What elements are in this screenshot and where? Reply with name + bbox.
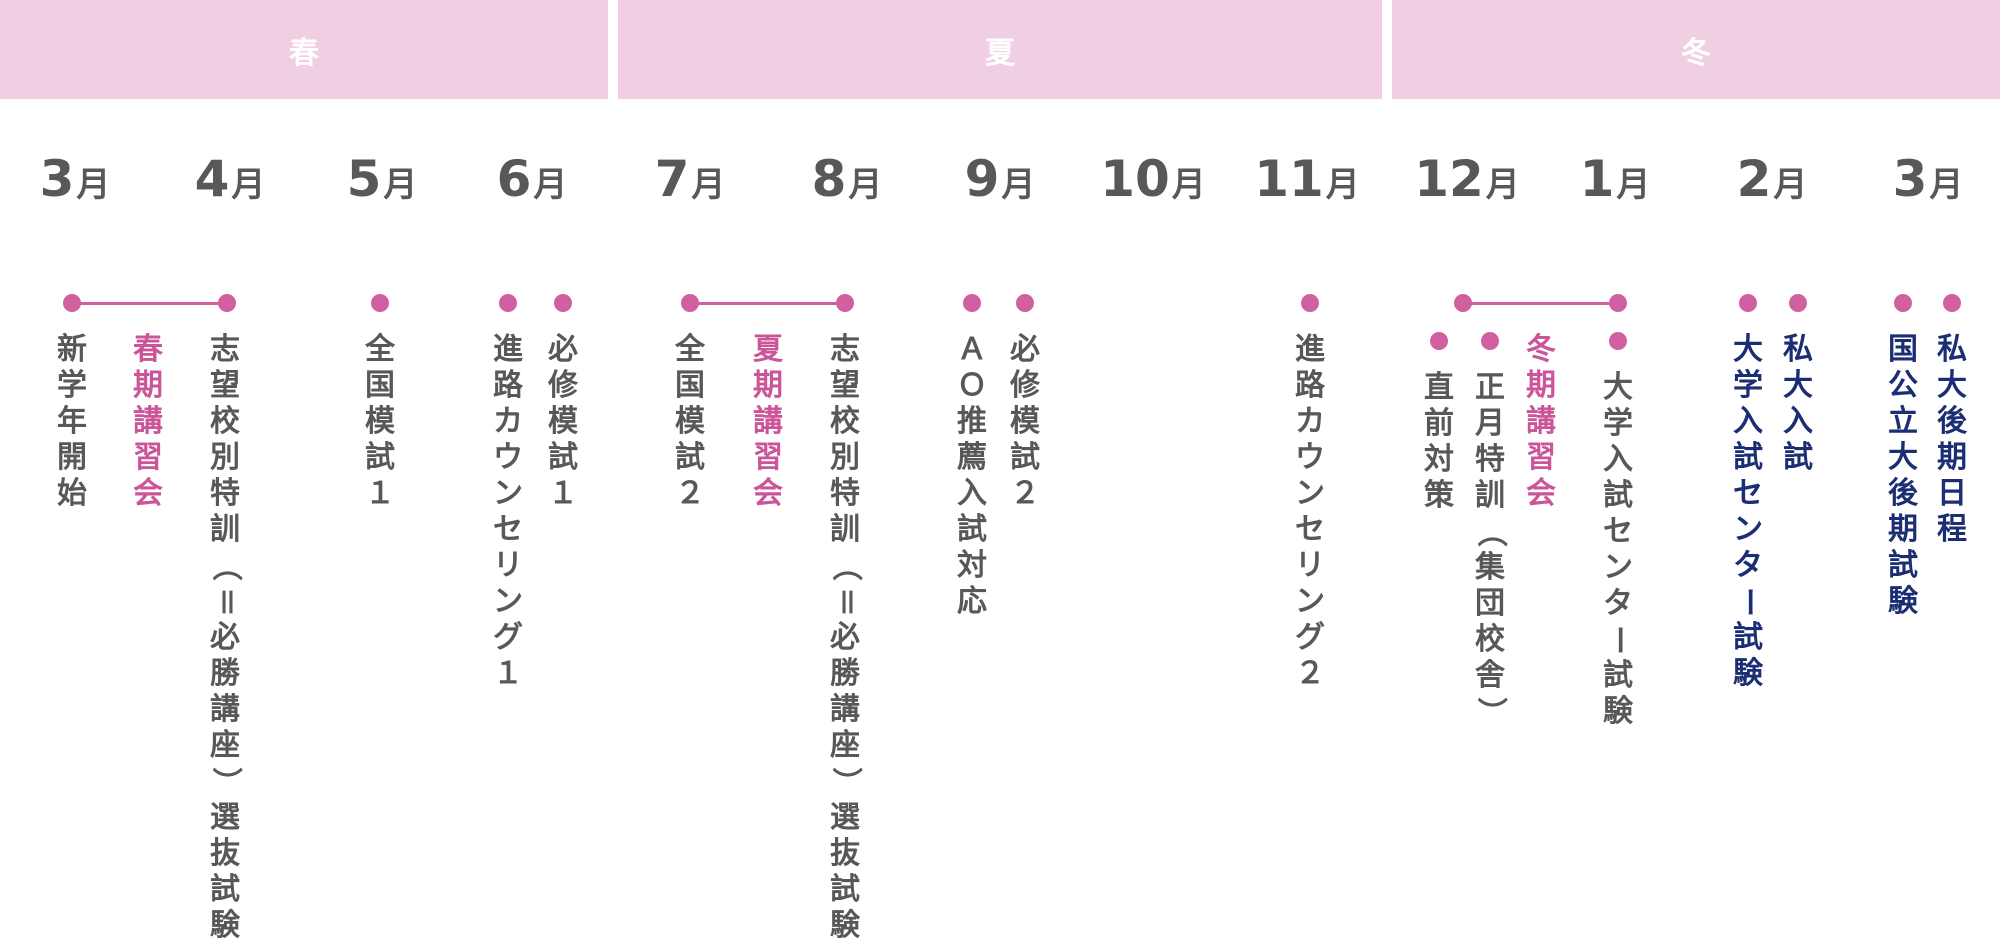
season-band-spring: 春 bbox=[0, 0, 608, 99]
timeline-dot bbox=[1016, 294, 1034, 312]
timeline-dot bbox=[218, 294, 236, 312]
timeline-dot bbox=[1301, 294, 1319, 312]
month-label: 1月 bbox=[1579, 150, 1651, 208]
month-label: 11月 bbox=[1254, 150, 1360, 208]
event-summer-course: 夏期講習会 bbox=[753, 332, 783, 511]
timeline-dot bbox=[499, 294, 517, 312]
timeline-dot bbox=[1739, 294, 1757, 312]
season-label: 春 bbox=[289, 35, 319, 71]
month-label: 3月 bbox=[39, 150, 111, 208]
timeline-dot bbox=[1609, 332, 1627, 350]
timeline-dot bbox=[1430, 332, 1448, 350]
timeline-dot bbox=[1454, 294, 1472, 312]
season-label: 夏 bbox=[985, 35, 1015, 71]
period-connector-winter bbox=[1463, 302, 1618, 305]
event-selection-exam-spring: 志望校別特訓（＝必勝講座）選抜試験 bbox=[208, 332, 243, 943]
month-label: 7月 bbox=[654, 150, 726, 208]
event-private-university-late-schedule: 私大後期日程 bbox=[1937, 332, 1967, 547]
timeline-dot bbox=[1481, 332, 1499, 350]
event-selection-exam-summer: 志望校別特訓（＝必勝講座）選抜試験 bbox=[828, 332, 863, 943]
timeline-dot bbox=[371, 294, 389, 312]
timeline-dot bbox=[1789, 294, 1807, 312]
event-center-exam-january: 大学入試センター試験 bbox=[1601, 370, 1636, 729]
event-private-university-exam: 私大入試 bbox=[1783, 332, 1813, 475]
timeline-dot bbox=[836, 294, 854, 312]
timeline-dot bbox=[963, 294, 981, 312]
period-connector-summer bbox=[690, 302, 845, 305]
month-label: 4月 bbox=[194, 150, 266, 208]
month-label: 12月 bbox=[1414, 150, 1520, 208]
timeline-dot bbox=[554, 294, 572, 312]
event-center-exam-february: 大学入試センター試験 bbox=[1731, 332, 1766, 691]
month-label: 5月 bbox=[346, 150, 418, 208]
month-label: 9月 bbox=[964, 150, 1036, 208]
month-label: 8月 bbox=[811, 150, 883, 208]
timeline-dot bbox=[1609, 294, 1627, 312]
timeline-dot bbox=[1943, 294, 1961, 312]
season-band-summer: 夏 bbox=[618, 0, 1382, 99]
event-spring-course: 春期講習会 bbox=[133, 332, 163, 511]
season-band-winter: 冬 bbox=[1392, 0, 2000, 99]
event-winter-course: 冬期講習会 bbox=[1526, 332, 1556, 511]
timeline-dot bbox=[681, 294, 699, 312]
event-new-school-year: 新学年開始 bbox=[57, 332, 87, 511]
event-final-preparation: 直前対策 bbox=[1424, 370, 1454, 513]
month-label: 3月 bbox=[1892, 150, 1964, 208]
month-label: 10月 bbox=[1100, 150, 1206, 208]
timeline-dot bbox=[1894, 294, 1912, 312]
event-new-year-training: 正月特訓（集団校舎） bbox=[1473, 370, 1508, 727]
period-connector-spring bbox=[72, 302, 227, 305]
month-label: 6月 bbox=[496, 150, 568, 208]
event-public-university-late-exam: 国公立大後期試験 bbox=[1888, 332, 1918, 619]
timeline-dot bbox=[63, 294, 81, 312]
season-label: 冬 bbox=[1681, 35, 1711, 71]
month-label: 2月 bbox=[1736, 150, 1808, 208]
